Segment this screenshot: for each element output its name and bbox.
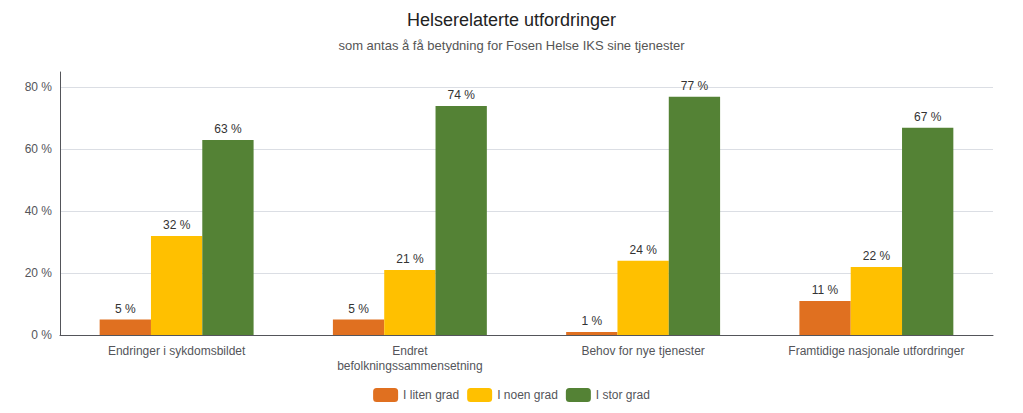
svg-text:befolkningssammensetning: befolkningssammensetning — [337, 359, 482, 373]
svg-text:74 %: 74 % — [448, 88, 476, 102]
svg-text:22 %: 22 % — [863, 249, 891, 263]
svg-text:Endringer i sykdomsbildet: Endringer i sykdomsbildet — [108, 344, 246, 358]
svg-text:80 %: 80 % — [25, 80, 53, 94]
svg-text:0 %: 0 % — [31, 328, 52, 342]
svg-text:5 %: 5 % — [115, 302, 136, 316]
svg-text:I stor grad: I stor grad — [596, 388, 650, 402]
svg-text:67 %: 67 % — [914, 110, 942, 124]
svg-text:som antas å få betydning for F: som antas å få betydning for Fosen Helse… — [338, 38, 685, 53]
svg-text:5 %: 5 % — [348, 302, 369, 316]
svg-text:32 %: 32 % — [163, 218, 191, 232]
svg-text:77 %: 77 % — [681, 79, 709, 93]
svg-text:Behov for nye tjenester: Behov for nye tjenester — [581, 344, 704, 358]
svg-text:Endret: Endret — [392, 344, 428, 358]
svg-text:20 %: 20 % — [25, 266, 53, 280]
svg-text:11 %: 11 % — [812, 283, 839, 297]
svg-text:Framtidige nasjonale utfordrin: Framtidige nasjonale utfordringer — [788, 344, 964, 358]
svg-text:21 %: 21 % — [396, 252, 424, 266]
svg-text:63 %: 63 % — [214, 122, 242, 136]
svg-text:40 %: 40 % — [25, 204, 53, 218]
svg-text:24 %: 24 % — [629, 243, 657, 257]
svg-text:1 %: 1 % — [581, 314, 602, 328]
svg-text:I noen grad: I noen grad — [497, 388, 558, 402]
svg-text:I liten grad: I liten grad — [403, 388, 459, 402]
svg-text:60 %: 60 % — [25, 142, 53, 156]
svg-text:Helserelaterte utfordringer: Helserelaterte utfordringer — [407, 10, 616, 30]
